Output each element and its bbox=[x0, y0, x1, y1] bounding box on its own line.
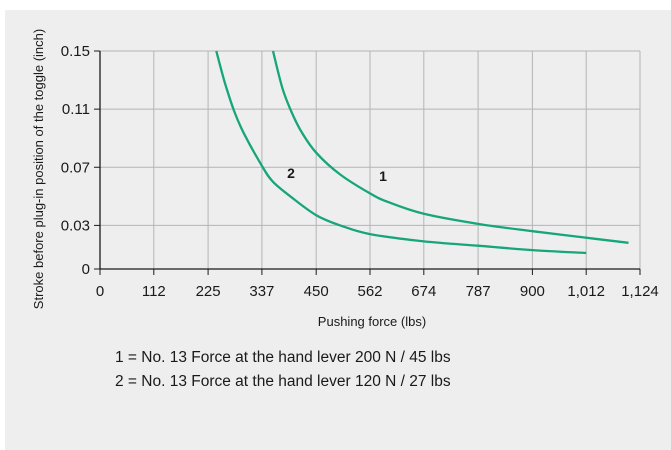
x-tick-label: 787 bbox=[466, 283, 491, 300]
curves bbox=[215, 50, 629, 255]
y-tick-label: 0.15 bbox=[61, 43, 90, 60]
x-axis-title: Pushing force (lbs) bbox=[318, 314, 426, 329]
tick-labels: 0 112 225 337 450 562 674 787 900 1,012 1,124 0 0.03… bbox=[61, 43, 659, 300]
y-tick-label: 0.07 bbox=[61, 159, 90, 176]
x-tick-label: 0 bbox=[96, 283, 104, 300]
x-tick-label: 337 bbox=[249, 283, 274, 300]
y-tick-label: 0.03 bbox=[61, 217, 90, 234]
x-tick-label: 900 bbox=[520, 283, 545, 300]
x-tick-label: 1,012 bbox=[567, 283, 605, 300]
curve-label-1: 1 bbox=[379, 168, 387, 184]
x-tick-label: 225 bbox=[196, 283, 221, 300]
curve-label-2: 2 bbox=[287, 165, 295, 181]
x-tick-label: 450 bbox=[304, 283, 329, 300]
x-tick-label: 1,124 bbox=[621, 283, 659, 300]
curve-labels: 12 bbox=[287, 165, 387, 184]
x-tick-label: 562 bbox=[357, 283, 382, 300]
axes bbox=[94, 50, 641, 275]
chart-panel bbox=[5, 10, 671, 450]
y-axis-title: Stroke before plug-in position of the to… bbox=[31, 29, 46, 309]
y-tick-label: 0.11 bbox=[62, 101, 90, 118]
legend-entry-2: 2 = No. 13 Force at the hand lever 120 N… bbox=[115, 373, 451, 390]
series-curve-1 bbox=[271, 50, 629, 244]
series-curve-2 bbox=[215, 50, 587, 255]
x-tick-label: 674 bbox=[411, 283, 436, 300]
grid bbox=[100, 50, 641, 269]
y-tick-label: 0 bbox=[82, 261, 90, 278]
legend-entry-1: 1 = No. 13 Force at the hand lever 200 N… bbox=[115, 349, 451, 366]
x-tick-label: 112 bbox=[142, 283, 166, 300]
